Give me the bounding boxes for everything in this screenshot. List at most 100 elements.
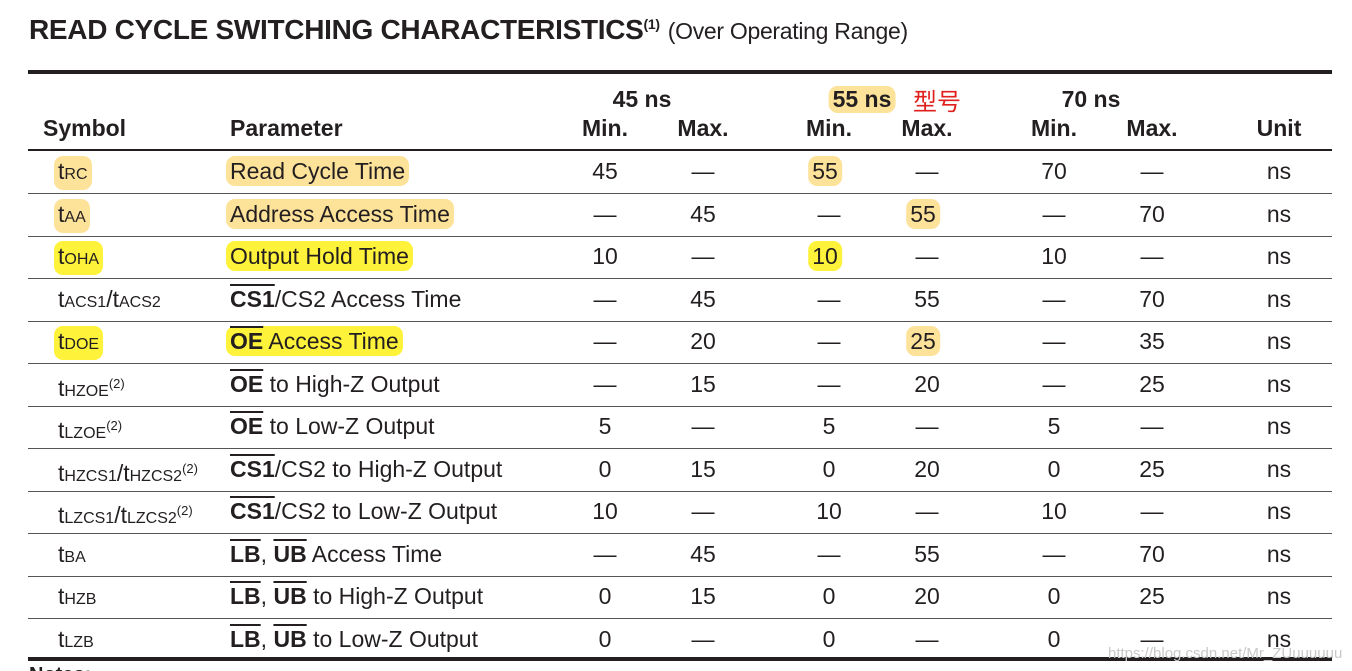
symbol-part: ACS2 xyxy=(118,293,161,311)
cell-value: ns xyxy=(1266,625,1292,652)
parameter-part: , xyxy=(260,583,274,609)
cell-value: — xyxy=(593,540,617,567)
cell-value: — xyxy=(1140,625,1164,652)
row-line xyxy=(28,533,1332,534)
row-line xyxy=(28,618,1332,619)
row-line xyxy=(28,575,1332,577)
symbol-part: (2) xyxy=(176,503,193,518)
cell-value: 20 xyxy=(914,583,940,609)
cell-value: — xyxy=(1140,158,1164,184)
parameter: Address Access Time xyxy=(226,198,454,229)
cell-value: 0 xyxy=(822,455,836,482)
parameter: OE to High-Z Output xyxy=(230,369,440,399)
cell-value: ns xyxy=(1266,158,1292,184)
symbol: tAA xyxy=(54,198,90,233)
cell-value: — xyxy=(817,328,841,354)
cell-value: 0 xyxy=(1047,455,1061,482)
parameter-part: OE xyxy=(230,413,264,439)
row-line xyxy=(28,448,1332,449)
parameter-part: /CS2 to High-Z Output xyxy=(274,455,503,482)
parameter: CS1/CS2 to Low-Z Output xyxy=(230,496,497,526)
cell-value: 45 xyxy=(690,540,716,567)
cell-value: 25 xyxy=(1139,370,1165,397)
cell-value: — xyxy=(1042,370,1066,397)
parameter: LB, UB to High-Z Output xyxy=(230,581,483,611)
group-note: 型号 xyxy=(913,88,961,116)
row-line xyxy=(28,320,1332,322)
cell-value: 20 xyxy=(914,455,940,482)
cell-value: 55 xyxy=(906,198,940,229)
cell-value: 55 xyxy=(914,285,940,312)
symbol: tBA xyxy=(58,539,86,573)
symbol-part: (2) xyxy=(182,460,198,476)
parameter-part: to Low-Z Output xyxy=(263,413,435,439)
parameter-part: OE xyxy=(230,328,264,354)
symbol-part: t xyxy=(58,583,65,609)
cell-value: 45 xyxy=(592,158,618,184)
cell-value: — xyxy=(915,243,939,269)
cell-value: 0 xyxy=(822,625,836,652)
column-header: Max. xyxy=(1126,115,1178,141)
row-line xyxy=(28,490,1332,492)
cell-value: — xyxy=(691,158,715,184)
cell-value: 0 xyxy=(598,583,612,609)
parameter-part: Address Access Time xyxy=(230,200,450,227)
cell-value: — xyxy=(915,625,939,652)
cell-value: — xyxy=(915,158,939,184)
cell-value: — xyxy=(1140,413,1164,439)
symbol-part: RC xyxy=(64,166,88,183)
symbol-part: t xyxy=(58,158,65,184)
parameter: Output Hold Time xyxy=(226,241,413,271)
symbol-part: (2) xyxy=(108,375,125,391)
cell-value: 10 xyxy=(592,243,618,269)
symbol-part: BA xyxy=(64,548,86,566)
symbol-part: LZCS2 xyxy=(126,510,177,527)
cell-value: 70 xyxy=(1139,285,1165,312)
symbol-part: /t xyxy=(114,502,127,528)
parameter-part: UB xyxy=(273,583,307,609)
column-header: Max. xyxy=(677,115,729,141)
parameter-part: LB xyxy=(230,583,261,609)
cell-value: — xyxy=(593,328,617,354)
cell-value: — xyxy=(817,285,841,312)
parameter: Read Cycle Time xyxy=(226,156,410,186)
cell-value: 70 xyxy=(1139,200,1165,227)
parameter-part: OE xyxy=(230,370,264,397)
cell-value: 0 xyxy=(1047,625,1061,652)
cell-value: ns xyxy=(1266,285,1292,312)
cell-value: ns xyxy=(1266,370,1292,397)
parameter-part: Access Time xyxy=(263,328,399,354)
cell-value: 25 xyxy=(1139,583,1165,609)
cell-value: — xyxy=(593,285,617,312)
symbol-part: /t xyxy=(106,285,119,312)
cell-value: ns xyxy=(1266,583,1292,609)
cell-value: ns xyxy=(1266,243,1292,269)
symbol-part: t xyxy=(58,459,65,486)
cell-value: ns xyxy=(1266,413,1292,439)
parameter-part: /CS2 to Low-Z Output xyxy=(274,498,498,524)
group-header: 55 ns xyxy=(828,86,896,113)
cell-value: 5 xyxy=(1047,413,1061,439)
symbol-part: /t xyxy=(116,459,130,486)
cell-value: ns xyxy=(1266,200,1292,227)
parameter: OE to Low-Z Output xyxy=(230,411,435,441)
symbol: tDOE xyxy=(54,326,104,360)
symbol-part: LZB xyxy=(64,633,94,651)
parameter-part: , xyxy=(260,540,274,567)
symbol-part: t xyxy=(58,328,65,354)
symbol: tOHA xyxy=(54,241,104,275)
cell-value: — xyxy=(817,540,841,567)
parameter-part: Output Hold Time xyxy=(230,243,409,269)
symbol-part: t xyxy=(58,243,65,269)
cell-value: ns xyxy=(1266,540,1292,567)
symbol-part: HZB xyxy=(64,591,97,608)
parameter-part: Access Time xyxy=(306,540,443,567)
cell-value: ns xyxy=(1266,455,1292,482)
symbol: tLZOE(2) xyxy=(58,411,122,449)
parameter-part: to High-Z Output xyxy=(263,370,440,397)
parameter: CS1/CS2 Access Time xyxy=(230,284,461,314)
cell-value: — xyxy=(1042,540,1066,567)
row-line xyxy=(28,278,1332,279)
cell-value: 15 xyxy=(690,455,716,482)
symbol-part: t xyxy=(58,502,65,528)
